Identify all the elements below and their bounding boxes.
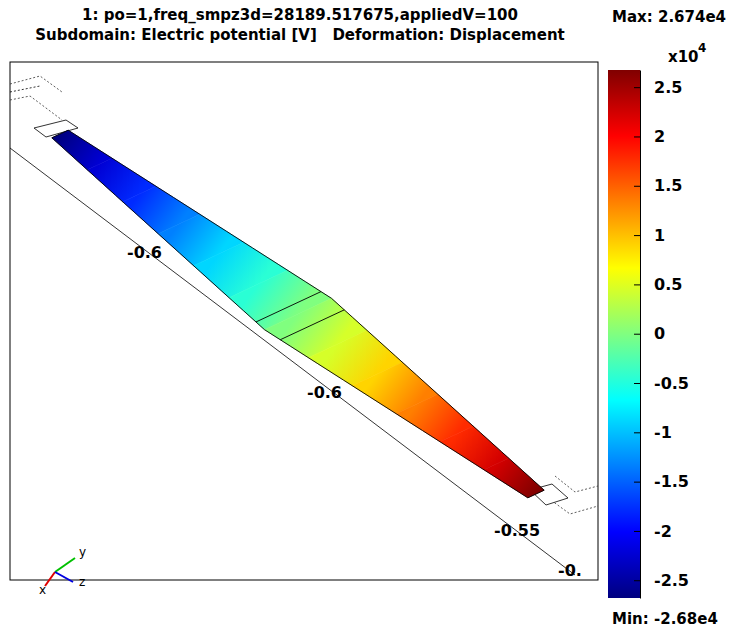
tick: -1 [634,423,672,442]
tick-mark [634,432,640,433]
tick-label: -2 [654,522,672,541]
tick-label: -0.5 [654,374,689,393]
tick: 0.5 [634,275,682,294]
triad-axis [45,572,55,586]
plot-area [10,76,598,575]
beam-segment [484,458,544,498]
tick: -0.5 [634,374,689,393]
triad-label: x [39,583,46,597]
tick-mark [634,383,640,384]
tick-mark [634,531,640,532]
tick-label: -2.5 [654,571,689,590]
tick-mark [634,482,640,483]
triad-axis [55,572,73,582]
tick-mark [634,284,640,285]
ground-edge [10,86,40,92]
tick-mark [634,334,640,335]
title: 1: po=1,freq_smpz3d=28189.517675,applied… [82,6,518,24]
beam-outline [52,130,544,498]
triad-label: z [79,575,85,589]
tick: 2 [634,127,665,146]
tick: -1.5 [634,472,689,491]
coordinate-label: -0.6 [307,383,342,402]
tick: -2 [634,522,672,541]
coordinate-label: -0.55 [494,521,540,540]
tick: -2.5 [634,571,689,590]
tick-mark [634,136,640,137]
colorbar-exponent: 4 [698,41,706,55]
tick-mark [634,186,640,187]
tick: 0 [634,324,665,343]
tick: 2.5 [634,78,682,97]
colorbar-axis-line [640,71,641,599]
coordinate-label: -0. [558,561,582,580]
colorbar-max: Max: 2.674e4 [612,8,726,26]
coordinate-label: -0.6 [127,243,162,262]
undeformed-outline [10,76,598,514]
colorbar [608,70,640,598]
colorbar-min: Min: -2.68e4 [612,610,718,628]
tick-label: 2 [654,127,665,146]
beam-division [280,310,344,340]
plot-frame [10,62,598,580]
triad-axis [55,558,75,572]
triad-label: y [79,545,86,559]
tick-mark [634,235,640,236]
tick-label: 0 [654,324,665,343]
tick: 1.5 [634,176,682,195]
tick-mark [634,580,640,581]
tick-label: 1.5 [654,176,682,195]
colorbar-multiplier: x10 [668,48,699,66]
tick-mark [634,87,640,88]
tick-label: -1.5 [654,472,689,491]
subtitle: Subdomain: Electric potential [V] Deform… [35,26,565,44]
tick-label: 1 [654,226,665,245]
tick-label: -1 [654,423,672,442]
ground-edge [10,148,575,575]
tick-label: 0.5 [654,275,682,294]
tick: 1 [634,226,665,245]
colorbar-axis: -2.5 -2 -1.5 -1 -0.5 0 0.5 1 1.5 2 2.5 [634,71,689,599]
chart: 1: po=1,freq_smpz3d=28189.517675,applied… [0,0,731,633]
beam [52,130,544,498]
tick-label: 2.5 [654,78,682,97]
beam-division [256,292,321,322]
